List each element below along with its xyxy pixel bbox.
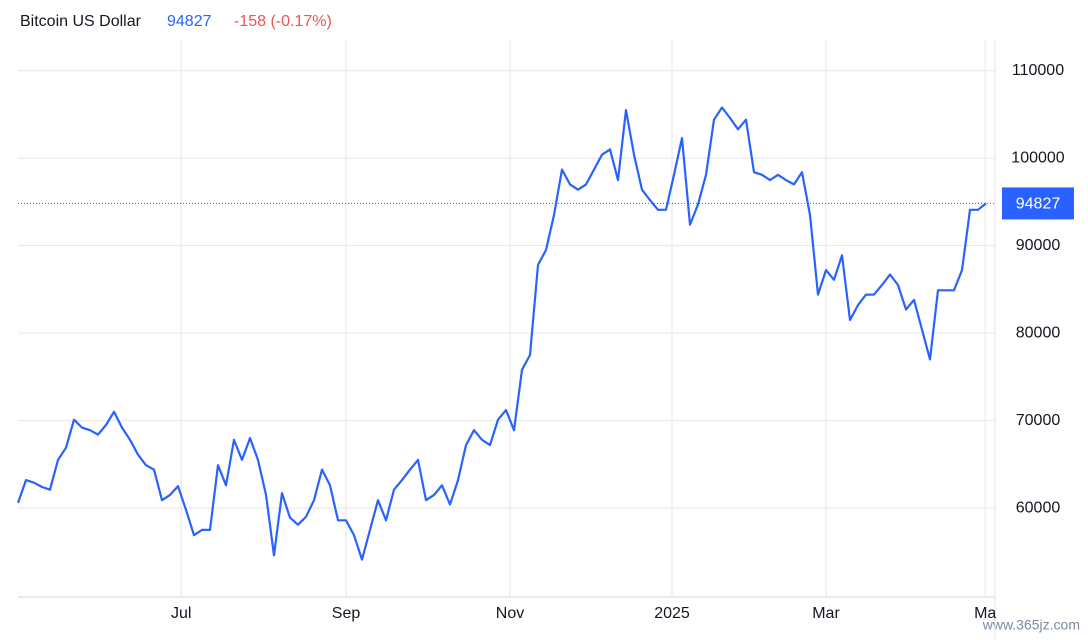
last-price: 94827 <box>167 13 212 30</box>
y-tick-label: 60000 <box>1016 499 1061 516</box>
y-tick-label: 90000 <box>1016 237 1061 254</box>
y-tick-label: 100000 <box>1011 149 1064 166</box>
x-tick-label: Sep <box>332 605 361 622</box>
x-tick-label: Nov <box>496 605 524 622</box>
y-tick-label: 110000 <box>1012 62 1064 79</box>
y-tick-label: 80000 <box>1016 324 1061 341</box>
price-change: -158 (-0.17%) <box>234 13 332 30</box>
last-price-label: 94827 <box>1016 196 1061 213</box>
chart-title: Bitcoin US Dollar <box>20 13 142 30</box>
watermark: www.365jz.com <box>982 617 1080 633</box>
last-price-tag <box>1002 187 1074 220</box>
y-tick-label: 70000 <box>1016 412 1061 429</box>
x-tick-label: Mar <box>812 605 840 622</box>
x-tick-label: Jul <box>171 605 191 622</box>
price-line <box>16 106 987 561</box>
x-tick-label: 2025 <box>654 605 690 622</box>
x-tick-label: Ma <box>974 605 996 622</box>
